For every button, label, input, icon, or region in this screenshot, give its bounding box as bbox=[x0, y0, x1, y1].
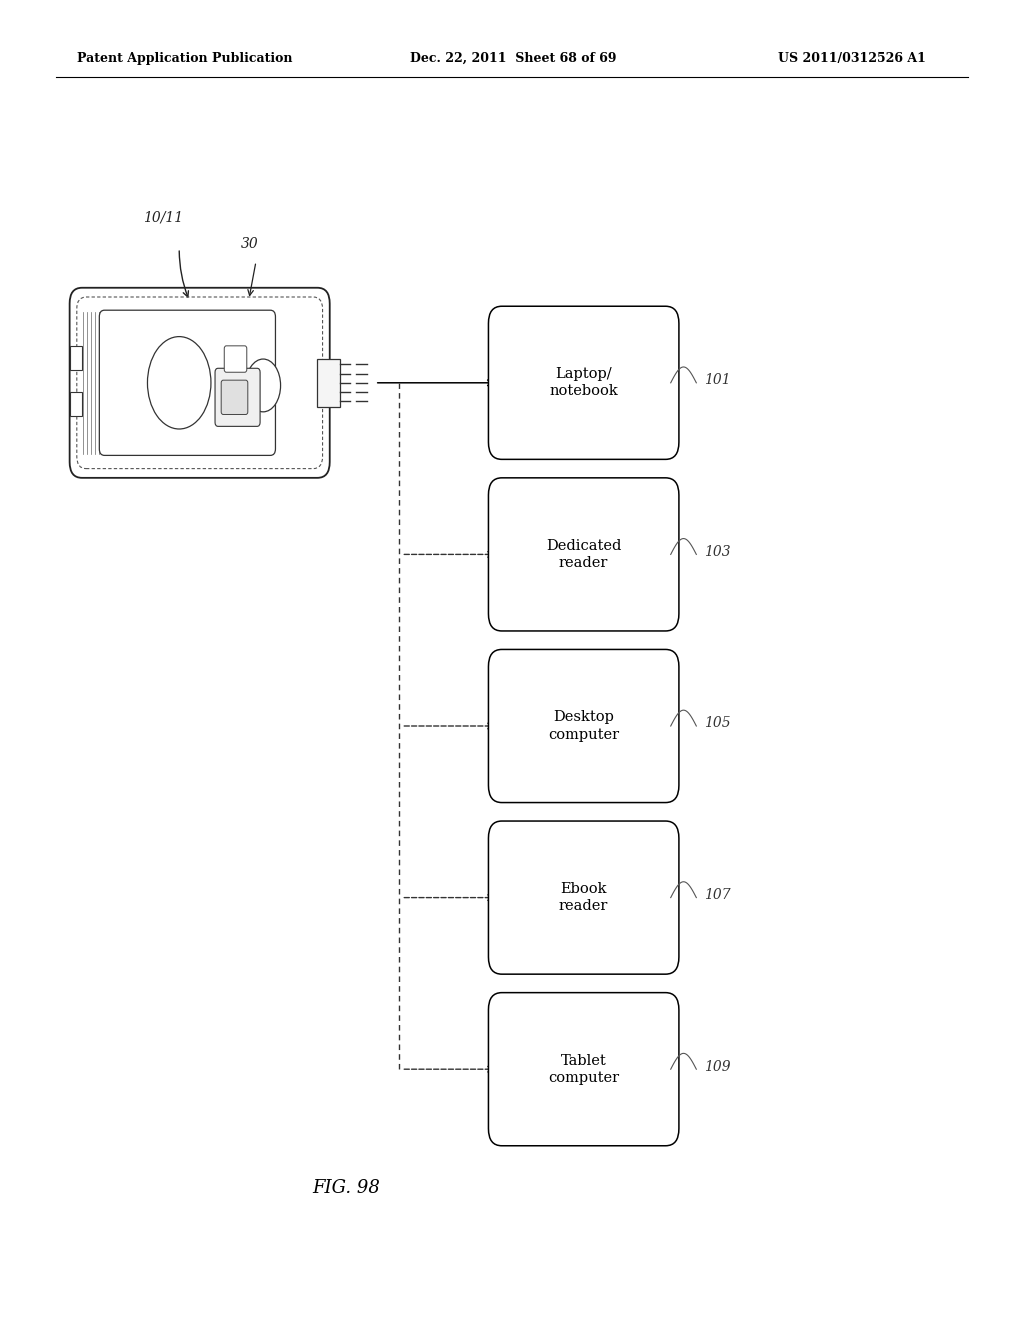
Text: Patent Application Publication: Patent Application Publication bbox=[77, 51, 292, 65]
FancyBboxPatch shape bbox=[488, 821, 679, 974]
Text: 103: 103 bbox=[705, 545, 731, 558]
Text: Dedicated
reader: Dedicated reader bbox=[546, 539, 622, 570]
Text: 30: 30 bbox=[241, 236, 258, 251]
FancyBboxPatch shape bbox=[488, 993, 679, 1146]
Text: Laptop/
notebook: Laptop/ notebook bbox=[549, 367, 618, 399]
FancyBboxPatch shape bbox=[215, 368, 260, 426]
Text: Dec. 22, 2011  Sheet 68 of 69: Dec. 22, 2011 Sheet 68 of 69 bbox=[410, 51, 616, 65]
FancyBboxPatch shape bbox=[488, 649, 679, 803]
Text: 107: 107 bbox=[705, 888, 731, 902]
Text: 10/11: 10/11 bbox=[143, 210, 183, 224]
FancyBboxPatch shape bbox=[70, 392, 82, 416]
FancyBboxPatch shape bbox=[221, 380, 248, 414]
FancyBboxPatch shape bbox=[70, 288, 330, 478]
Text: 101: 101 bbox=[705, 374, 731, 387]
FancyBboxPatch shape bbox=[224, 346, 247, 372]
Text: 109: 109 bbox=[705, 1060, 731, 1073]
Text: Tablet
computer: Tablet computer bbox=[548, 1053, 620, 1085]
FancyBboxPatch shape bbox=[70, 346, 82, 370]
Text: US 2011/0312526 A1: US 2011/0312526 A1 bbox=[778, 51, 926, 65]
Ellipse shape bbox=[246, 359, 281, 412]
FancyBboxPatch shape bbox=[488, 306, 679, 459]
FancyBboxPatch shape bbox=[317, 359, 340, 407]
Text: 105: 105 bbox=[705, 717, 731, 730]
Ellipse shape bbox=[147, 337, 211, 429]
FancyBboxPatch shape bbox=[488, 478, 679, 631]
FancyBboxPatch shape bbox=[99, 310, 275, 455]
Text: Ebook
reader: Ebook reader bbox=[559, 882, 608, 913]
Text: Desktop
computer: Desktop computer bbox=[548, 710, 620, 742]
Text: FIG. 98: FIG. 98 bbox=[312, 1179, 380, 1197]
